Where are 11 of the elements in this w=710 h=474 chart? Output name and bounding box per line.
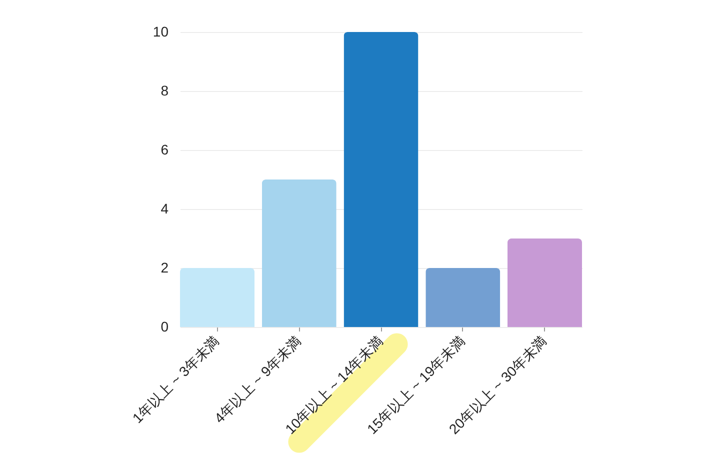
bar — [344, 32, 418, 327]
y-tick-label: 0 — [160, 318, 169, 334]
y-tick-label: 6 — [160, 142, 169, 158]
bar — [262, 180, 336, 327]
y-tick-label: 10 — [152, 24, 169, 40]
bar — [426, 268, 500, 327]
bar — [507, 238, 582, 327]
y-tick-label: 8 — [160, 82, 169, 98]
bar — [180, 268, 255, 327]
y-tick-label: 4 — [160, 200, 169, 216]
y-tick-label: 2 — [160, 260, 169, 276]
